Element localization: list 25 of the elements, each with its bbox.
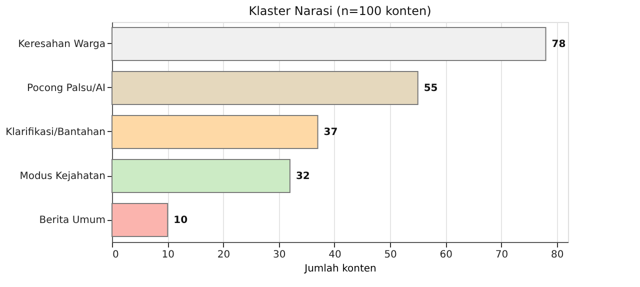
data-label: 32 [296,171,310,182]
data-label: 37 [324,127,338,138]
x-tick-label: 70 [495,250,508,260]
x-tick-label: 10 [162,250,174,260]
bar [112,71,418,105]
data-label: 10 [174,215,188,226]
x-tick-label: 20 [217,250,230,260]
y-tick-label: Keresahan Warga [18,39,106,50]
y-tick-label: Modus Kejahatan [20,171,106,182]
data-label: 55 [424,83,438,94]
x-tick-label: 60 [440,250,453,260]
bar [112,203,168,237]
x-tick-label: 40 [328,250,342,260]
y-tick-label: Berita Umum [39,215,106,226]
data-label: 78 [552,39,566,50]
x-tick-label: 0 [112,250,119,260]
bar [112,159,290,193]
x-tick-label: 50 [384,250,397,260]
y-tick-label: Pocong Palsu/AI [27,83,106,94]
x-tick-label: 80 [551,250,564,260]
x-axis-title: Jumlah konten [304,264,376,274]
y-tick-label: Klarifikasi/Bantahan [6,127,106,138]
x-tick-label: 30 [272,250,286,260]
bar [112,115,318,149]
chart-title: Klaster Narasi (n=100 konten) [248,4,432,18]
